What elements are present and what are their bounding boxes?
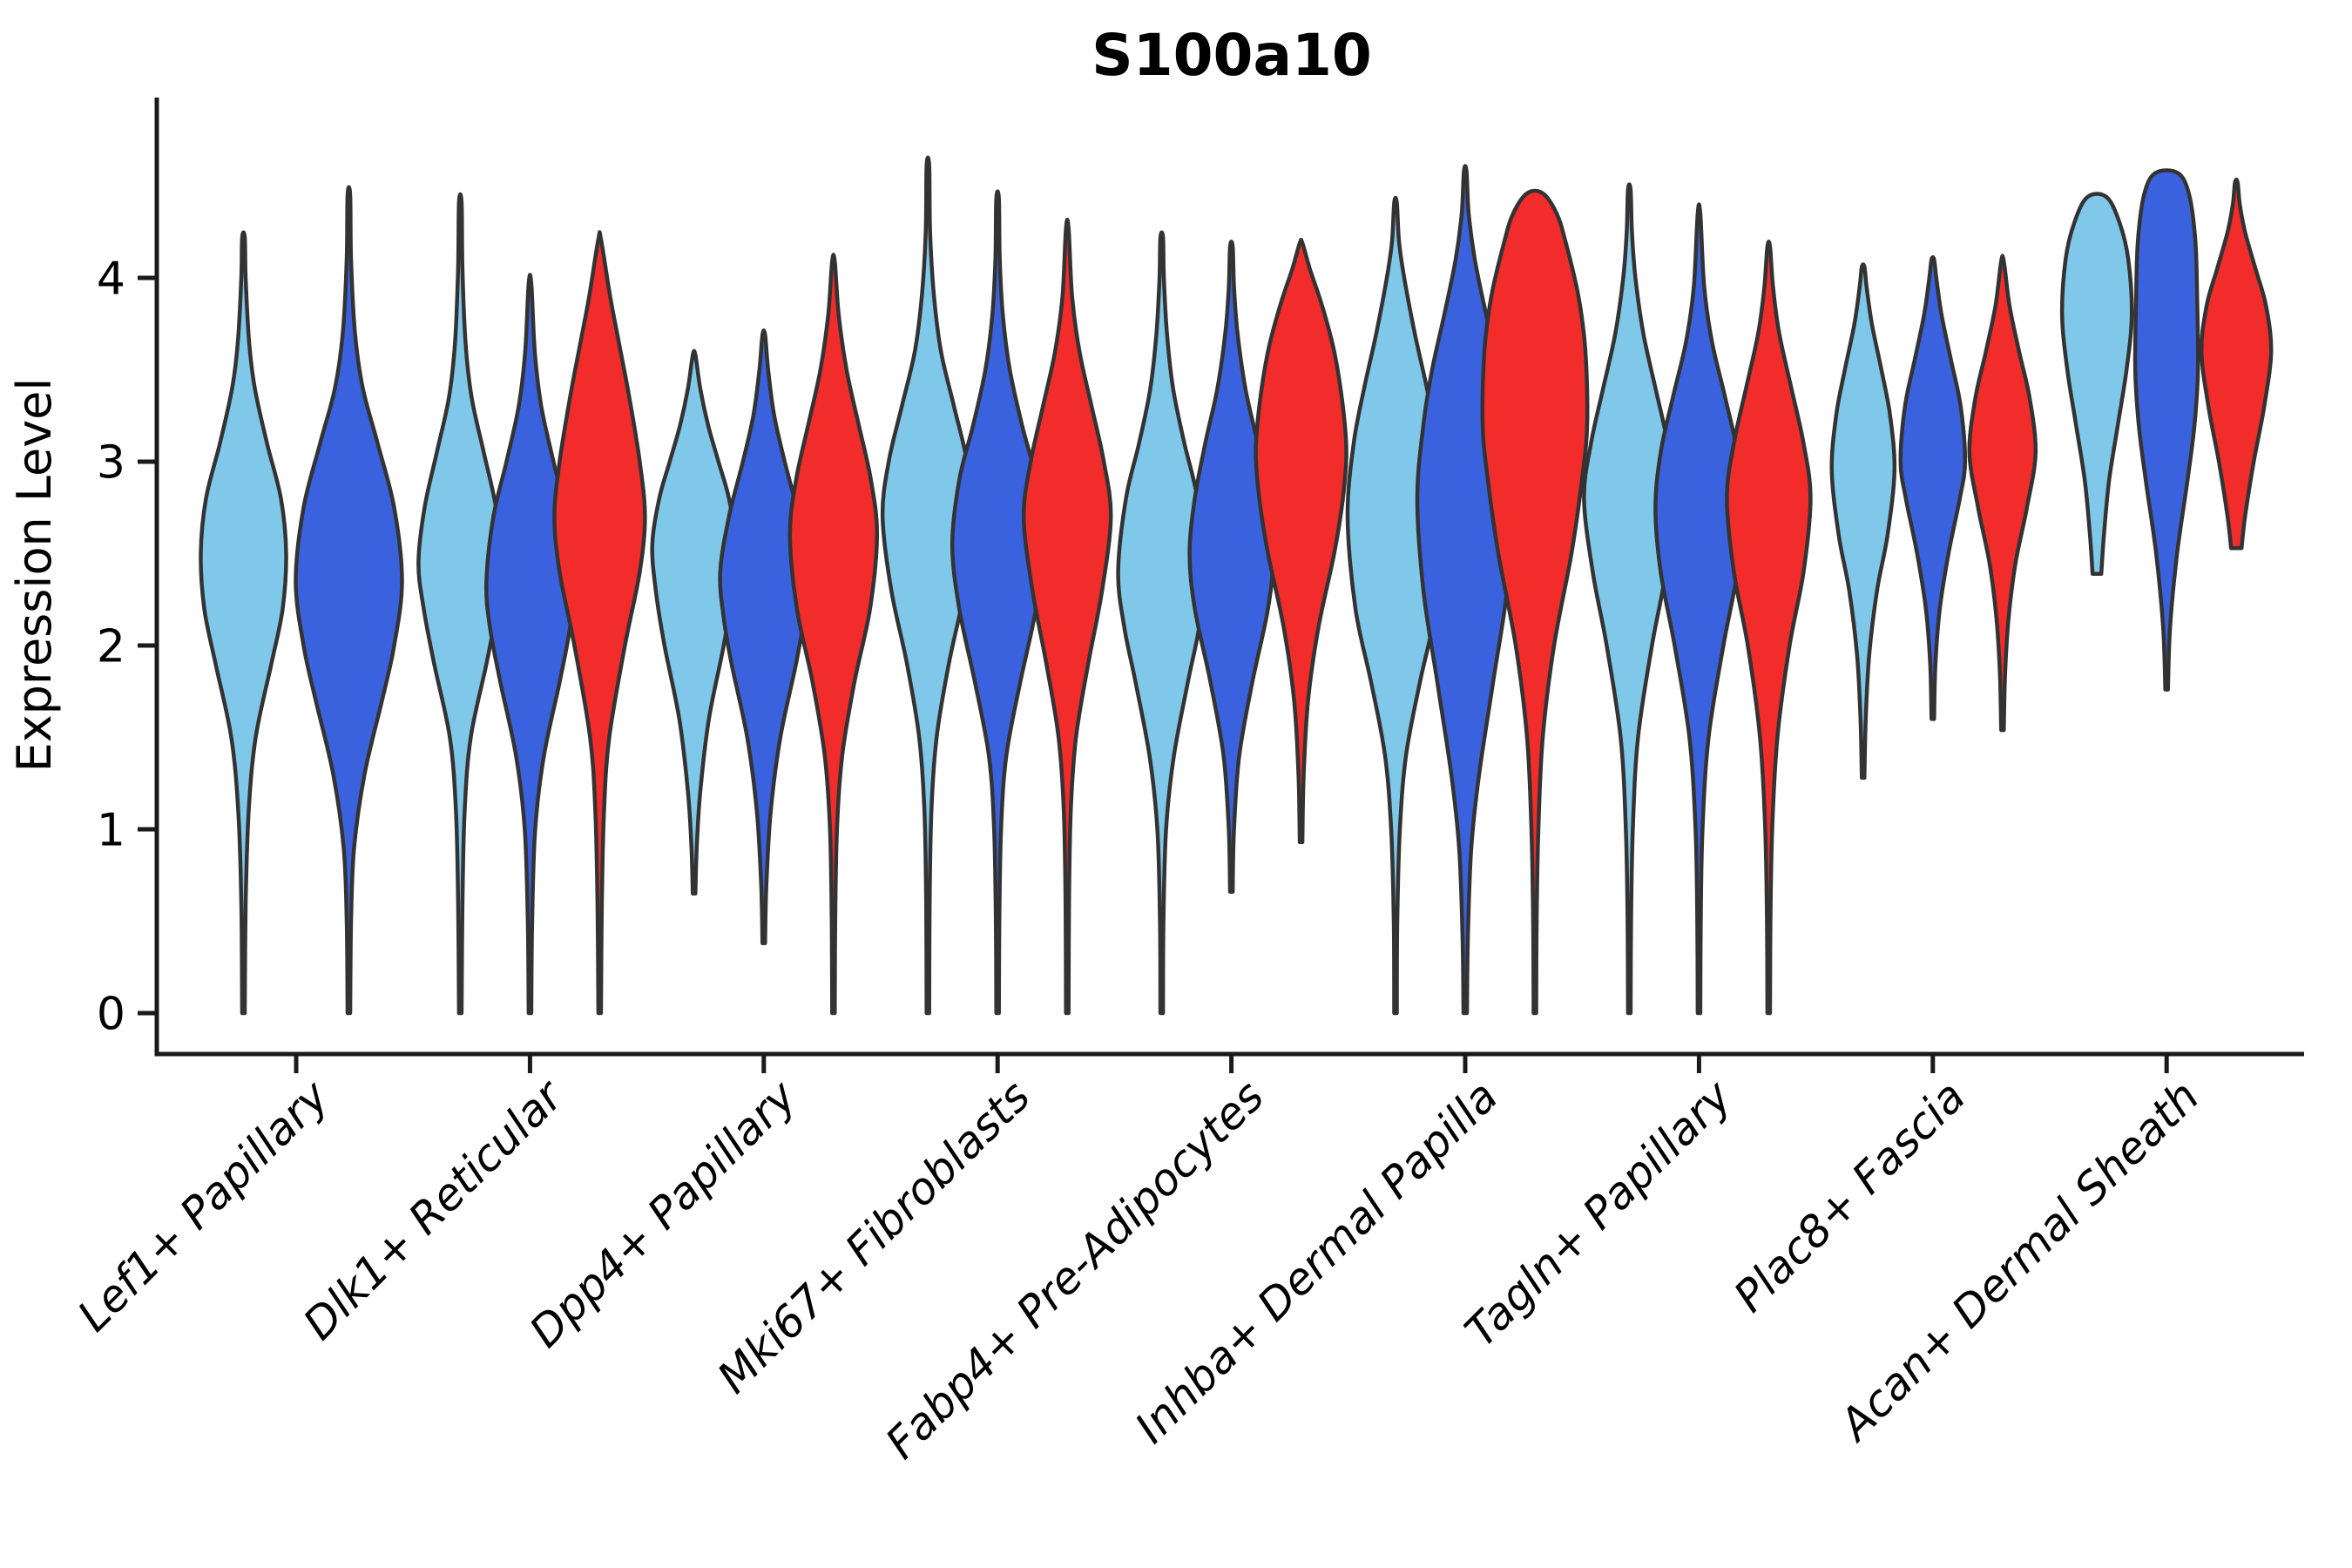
violin-cat6-s2 [1725, 240, 1813, 1016]
axes [138, 98, 2304, 1073]
violin-cat5-s0 [1345, 195, 1446, 1016]
violin-cat7-s0 [1829, 262, 1897, 781]
x-category-label: Plac8+ Fascia [1724, 1071, 1975, 1321]
violin-cat0-s0 [199, 230, 288, 1016]
y-tick-label: 1 [97, 805, 125, 857]
plot-title: S100a10 [1092, 22, 1372, 89]
x-category-label: Fabp4+ Pre-Adipocytes [876, 1071, 1274, 1469]
y-tick-label: 0 [97, 989, 125, 1041]
violin-cat4-s0 [1116, 230, 1207, 1016]
violins-layer [199, 155, 2274, 1016]
violin-cat1-s2 [552, 230, 647, 1016]
x-category-label: Dlk1+ Reticular [294, 1069, 574, 1349]
violin-cat6-s1 [1653, 202, 1745, 1016]
violin-cat4-s2 [1254, 237, 1348, 845]
violin-cat3-s2 [1021, 218, 1113, 1016]
violin-cat8-s1 [2132, 168, 2200, 692]
x-category-label: Lef1+ Papillary [68, 1070, 339, 1341]
violin-cat3-s0 [880, 155, 976, 1016]
violin-cat3-s1 [950, 189, 1045, 1016]
violin-cat4-s1 [1187, 240, 1275, 894]
violin-cat5-s2 [1480, 188, 1590, 1016]
violin-cat2-s1 [718, 328, 810, 946]
violin-cat2-s2 [787, 253, 880, 1016]
violin-cat8-s2 [2199, 177, 2274, 551]
y-tick-label: 2 [97, 621, 125, 673]
violin-cat7-s2 [1967, 253, 2038, 733]
violin-cat6-s0 [1582, 182, 1677, 1016]
y-tick-label: 3 [97, 437, 125, 490]
violin-cat2-s0 [650, 348, 739, 896]
violin-cat1-s0 [416, 192, 504, 1016]
violin-cat7-s1 [1898, 255, 1968, 721]
y-axis-label: Expression Level [7, 378, 62, 773]
violin-cat8-s0 [2059, 192, 2134, 576]
y-tick-label: 4 [97, 253, 125, 306]
violin-cat0-s1 [294, 185, 404, 1016]
violin-cat1-s1 [484, 273, 576, 1016]
